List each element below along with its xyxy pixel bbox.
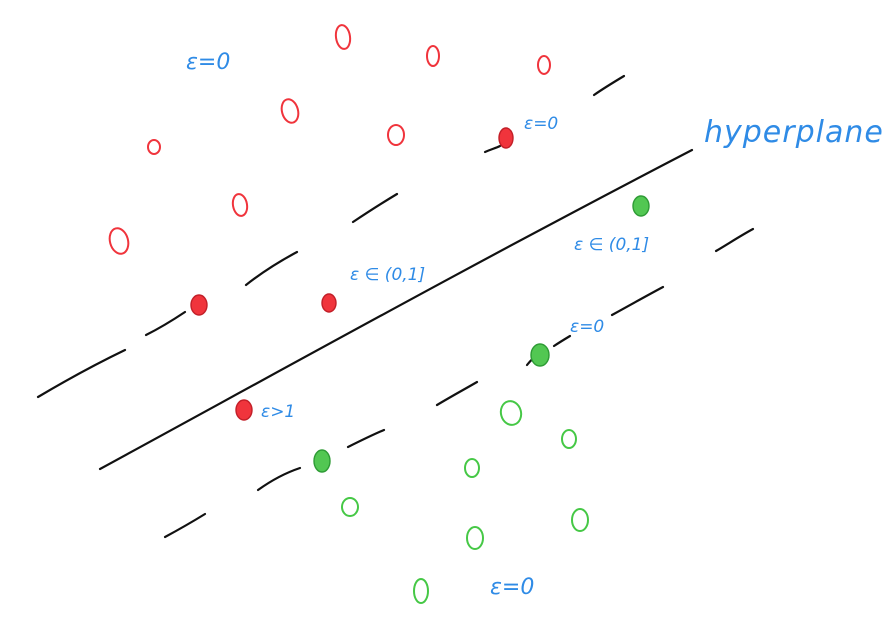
red-support-point (190, 294, 208, 316)
margin-dash (163, 512, 207, 539)
red-support-point (498, 127, 514, 149)
green-support-point (632, 195, 650, 217)
margin-dash (144, 310, 187, 337)
green-point (571, 508, 589, 532)
epsilon-interval-label-green: ε ∈ (0,1] (574, 235, 649, 255)
margin-dash (244, 250, 299, 287)
epsilon-zero-label-green-margin: ε=0 (570, 317, 604, 337)
red-point (147, 139, 161, 155)
margin-dash (483, 144, 502, 154)
red-class-points (108, 24, 551, 255)
red-point (280, 98, 300, 124)
red-point (426, 45, 440, 67)
red-point (231, 193, 249, 217)
green-point (341, 497, 359, 517)
red-point (334, 24, 352, 50)
epsilon-greater-one-label: ε>1 (261, 402, 295, 422)
lower-margin-dashes (163, 227, 755, 539)
green-point (466, 526, 484, 550)
green-support-point (530, 343, 550, 367)
margin-dash (346, 428, 386, 449)
margin-dash (714, 227, 755, 253)
green-support-point (313, 449, 331, 473)
green-point (464, 458, 480, 478)
hyperplane-line (98, 148, 694, 471)
red-point (537, 55, 551, 75)
red-support-point (321, 293, 337, 313)
red-point (108, 227, 130, 255)
green-point (413, 578, 429, 604)
epsilon-interval-label-red: ε ∈ (0,1] (350, 265, 425, 285)
green-point (561, 429, 577, 449)
green-point (499, 400, 523, 426)
red-support-points (190, 127, 514, 421)
red-point (387, 124, 405, 146)
margin-dash (36, 348, 127, 399)
green-support-points (313, 195, 650, 473)
green-class-points (341, 400, 589, 604)
epsilon-zero-label-bottom: ε=0 (490, 575, 534, 600)
margin-dash (592, 74, 626, 97)
margin-dash (351, 192, 399, 224)
margin-dash (435, 380, 479, 407)
epsilon-zero-label-red-margin: ε=0 (524, 114, 558, 134)
margin-dash (256, 466, 302, 492)
upper-margin-dashes (36, 74, 626, 399)
hyperplane-label: hyperplane (704, 115, 884, 150)
epsilon-zero-label-top: ε=0 (186, 50, 230, 75)
margin-dash (552, 334, 572, 348)
red-support-point (235, 399, 253, 421)
margin-dash (610, 285, 665, 317)
